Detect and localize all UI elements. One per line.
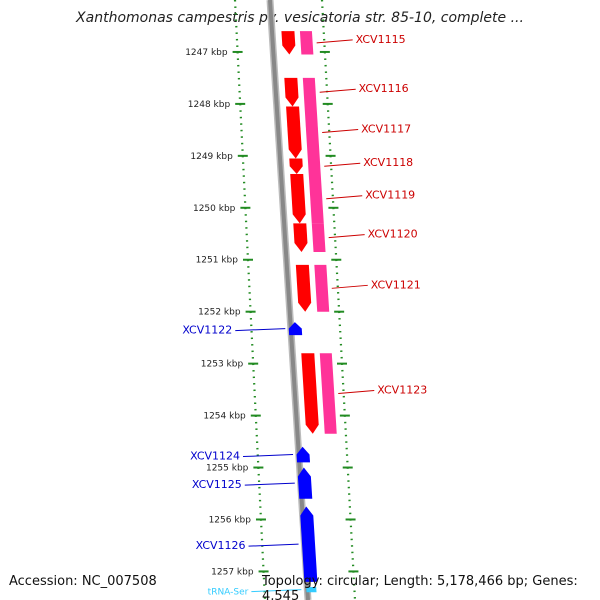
gene-feature[interactable] <box>307 158 321 175</box>
cds-feature[interactable] <box>297 467 313 499</box>
trna-feature[interactable] <box>306 587 317 593</box>
scale-tick-label: 1255 kbp <box>206 464 249 474</box>
label-leader-line <box>316 39 353 44</box>
scale-dots-right <box>320 0 357 600</box>
gene-feature[interactable] <box>311 223 326 252</box>
scale-tick-label: 1253 kbp <box>201 360 244 370</box>
scale-dots-left <box>233 0 267 600</box>
label-leader-line <box>244 482 295 486</box>
gene-label[interactable]: XCV1123 <box>377 384 427 397</box>
gene-label[interactable]: XCV1125 <box>192 478 242 491</box>
genome-backbone <box>268 0 310 600</box>
trna-label[interactable]: tRNA-Ser <box>208 588 249 598</box>
label-leader-line <box>243 454 294 458</box>
gene-feature[interactable] <box>304 106 320 159</box>
label-layer: XCV1115 XCV1116 XCV1117 XCV1118 XCV1119 XCV11… <box>182 33 427 598</box>
scale-tick-label: 1248 kbp <box>188 100 231 110</box>
cds-feature[interactable] <box>296 446 311 463</box>
scale-tick-label: 1252 kbp <box>198 308 241 318</box>
gene-feature[interactable] <box>299 31 314 55</box>
cds-feature[interactable] <box>289 158 303 175</box>
feature-layer <box>281 31 337 593</box>
label-leader-line <box>235 328 286 332</box>
gene-feature[interactable] <box>314 264 330 312</box>
gene-label[interactable]: XCV1124 <box>190 450 240 463</box>
cds-feature[interactable] <box>300 506 318 582</box>
gene-feature[interactable] <box>308 174 324 224</box>
label-leader-line <box>248 543 299 547</box>
gene-label[interactable]: XCV1118 <box>363 156 413 169</box>
scale-tick-label: 1249 kbp <box>190 152 233 162</box>
label-leader-line <box>328 234 365 239</box>
gene-label[interactable]: XCV1121 <box>371 278 421 291</box>
scale-tick-label: 1250 kbp <box>193 204 236 214</box>
scale-tick-label: 1254 kbp <box>203 412 246 422</box>
scale-tick-label: 1251 kbp <box>196 256 239 266</box>
accession-text: Accession: NC_007508 <box>9 574 157 589</box>
cds-feature[interactable] <box>281 31 296 55</box>
label-leader-line <box>251 589 302 593</box>
cds-feature[interactable] <box>301 353 319 434</box>
gene-label[interactable]: XCV1122 <box>182 324 232 337</box>
label-leader-line <box>326 195 363 200</box>
gene-label[interactable]: XCV1120 <box>368 228 418 241</box>
gene-label[interactable]: XCV1119 <box>365 189 415 202</box>
gene-feature[interactable] <box>319 353 337 434</box>
label-leader-line <box>324 162 361 167</box>
label-leader-line <box>331 284 368 289</box>
label-leader-line <box>322 128 359 133</box>
gene-label[interactable]: XCV1115 <box>356 33 406 46</box>
cds-feature[interactable] <box>290 174 306 224</box>
label-leader-line <box>338 390 375 395</box>
cds-feature[interactable] <box>288 322 303 336</box>
gene-label[interactable]: XCV1126 <box>196 539 246 552</box>
cds-feature[interactable] <box>293 223 308 252</box>
cds-feature[interactable] <box>295 264 312 312</box>
scale-layer: 1247 kbp 1248 kbp 1249 kbp 1250 kbp 1251 kbp… <box>185 0 359 600</box>
scale-tick-label: 1247 kbp <box>185 48 228 58</box>
scale-tick-label: 1256 kbp <box>209 515 252 525</box>
backbone-layer <box>266 0 312 600</box>
gene-feature[interactable] <box>302 77 317 107</box>
genome-stats-text: Topology: circular; Length: 5,178,466 bp… <box>262 574 578 600</box>
gene-label[interactable]: XCV1117 <box>361 122 411 135</box>
scale-tick-label: 1257 kbp <box>211 567 254 577</box>
page-title: Xanthomonas campestris pv. vesicatoria s… <box>76 10 524 26</box>
label-leader-line <box>319 88 356 93</box>
cds-feature[interactable] <box>284 77 299 107</box>
gene-label[interactable]: XCV1116 <box>359 82 409 95</box>
cds-feature[interactable] <box>286 106 302 159</box>
